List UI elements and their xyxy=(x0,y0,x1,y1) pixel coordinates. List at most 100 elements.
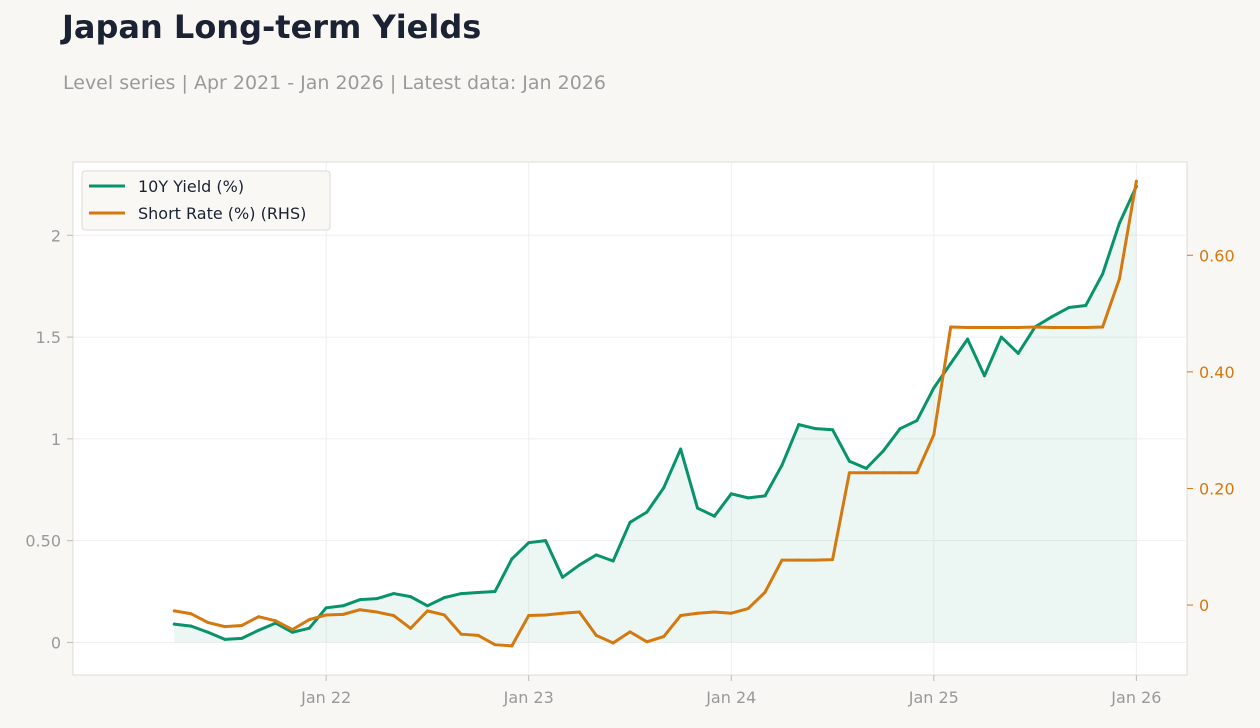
data-point-10y-yield xyxy=(189,624,193,628)
data-point-short-rate xyxy=(966,326,970,330)
data-point-10y-yield xyxy=(392,592,396,596)
data-point-10y-yield xyxy=(493,590,497,594)
left-axis-tick-label: 0.50 xyxy=(25,532,61,551)
data-point-short-rate xyxy=(949,325,953,329)
data-point-short-rate xyxy=(814,558,818,562)
legend-label-10y-yield: 10Y Yield (%) xyxy=(138,177,244,196)
x-axis-tick-label: Jan 26 xyxy=(1110,688,1161,707)
data-point-short-rate xyxy=(915,471,919,475)
data-point-short-rate xyxy=(577,610,581,614)
data-point-10y-yield xyxy=(662,486,666,490)
data-point-10y-yield xyxy=(780,463,784,467)
data-point-short-rate xyxy=(442,613,446,617)
data-point-short-rate xyxy=(527,614,531,618)
data-point-10y-yield xyxy=(746,496,750,500)
data-point-10y-yield xyxy=(847,459,851,463)
data-point-short-rate xyxy=(240,623,244,627)
data-point-10y-yield xyxy=(966,337,970,341)
data-point-short-rate xyxy=(290,628,294,632)
series-line-short-rate xyxy=(172,179,1138,648)
legend-box xyxy=(81,170,331,231)
data-point-short-rate xyxy=(932,433,936,437)
data-point-short-rate xyxy=(1134,179,1138,183)
data-point-short-rate xyxy=(1050,326,1054,330)
data-point-10y-yield xyxy=(1016,351,1020,355)
data-point-short-rate xyxy=(172,609,176,613)
axes-layer: 0 0.50 1 1.5 2 Jan 22 Jan 23 Jan 24 Jan 25 Jan 26… xyxy=(25,226,1234,707)
data-point-10y-yield xyxy=(932,386,936,390)
data-point-10y-yield xyxy=(577,563,581,567)
data-point-10y-yield xyxy=(1050,315,1054,319)
data-point-short-rate xyxy=(763,590,767,594)
data-point-short-rate xyxy=(881,471,885,475)
x-axis-tick-label: Jan 23 xyxy=(503,688,554,707)
data-point-10y-yield xyxy=(341,604,345,608)
data-point-10y-yield xyxy=(510,557,514,561)
data-point-10y-yield xyxy=(628,520,632,524)
chart-title: Japan Long-term Yields xyxy=(62,8,482,46)
data-point-short-rate xyxy=(476,633,480,637)
data-point-short-rate xyxy=(459,632,463,636)
data-point-10y-yield xyxy=(611,559,615,563)
legend-label-short-rate: Short Rate (%) (RHS) xyxy=(138,204,306,223)
data-point-short-rate xyxy=(594,633,598,637)
data-point-short-rate xyxy=(831,558,835,562)
data-point-10y-yield xyxy=(763,494,767,498)
data-point-10y-yield xyxy=(594,553,598,557)
data-point-short-rate xyxy=(662,635,666,639)
data-point-short-rate xyxy=(696,611,700,615)
data-point-short-rate xyxy=(982,326,986,330)
data-point-short-rate xyxy=(493,643,497,647)
data-point-10y-yield xyxy=(696,506,700,510)
area-layer xyxy=(174,186,1137,643)
data-point-short-rate xyxy=(611,641,615,645)
data-point-10y-yield xyxy=(949,362,953,366)
data-point-short-rate xyxy=(628,630,632,634)
data-point-10y-yield xyxy=(240,636,244,640)
data-point-short-rate xyxy=(223,625,227,629)
right-axis-tick-label: 0.40 xyxy=(1199,363,1235,382)
data-point-short-rate xyxy=(375,610,379,614)
data-point-10y-yield xyxy=(290,630,294,634)
data-point-10y-yield xyxy=(442,596,446,600)
data-point-10y-yield xyxy=(307,626,311,630)
chart-subtitle: Level series | Apr 2021 - Jan 2026 | Lat… xyxy=(63,72,606,94)
lines-layer xyxy=(172,179,1138,648)
data-point-10y-yield xyxy=(729,492,733,496)
data-point-10y-yield xyxy=(409,595,413,599)
data-point-10y-yield xyxy=(459,592,463,596)
x-axis-tick-label: Jan 25 xyxy=(908,688,959,707)
data-point-short-rate xyxy=(746,607,750,611)
data-point-10y-yield xyxy=(982,374,986,378)
data-point-short-rate xyxy=(898,471,902,475)
data-point-short-rate xyxy=(645,640,649,644)
data-point-10y-yield xyxy=(831,428,835,432)
left-axis-tick-label: 1 xyxy=(51,430,61,449)
data-point-10y-yield xyxy=(679,447,683,451)
data-point-short-rate xyxy=(712,610,716,614)
data-point-short-rate xyxy=(560,611,564,615)
data-point-short-rate xyxy=(341,612,345,616)
left-axis-tick-label: 0 xyxy=(51,633,61,652)
left-axis-tick-label: 2 xyxy=(51,226,61,245)
right-axis-tick-label: 0.20 xyxy=(1199,479,1235,498)
data-point-short-rate xyxy=(679,614,683,618)
data-point-short-rate xyxy=(1033,325,1037,329)
data-point-10y-yield xyxy=(797,423,801,427)
data-point-short-rate xyxy=(274,619,278,623)
series-area-10y-yield xyxy=(174,186,1137,643)
data-point-10y-yield xyxy=(1067,306,1071,310)
right-axis-tick-label: 0 xyxy=(1199,596,1209,615)
data-point-10y-yield xyxy=(375,597,379,601)
data-point-short-rate xyxy=(409,626,413,630)
data-point-short-rate xyxy=(206,621,210,625)
data-point-short-rate xyxy=(510,644,514,648)
data-point-10y-yield xyxy=(257,628,261,632)
data-point-short-rate xyxy=(358,608,362,612)
data-point-10y-yield xyxy=(864,466,868,470)
data-point-short-rate xyxy=(324,613,328,617)
data-point-short-rate xyxy=(189,612,193,616)
data-point-short-rate xyxy=(729,611,733,615)
data-point-short-rate xyxy=(999,326,1003,330)
